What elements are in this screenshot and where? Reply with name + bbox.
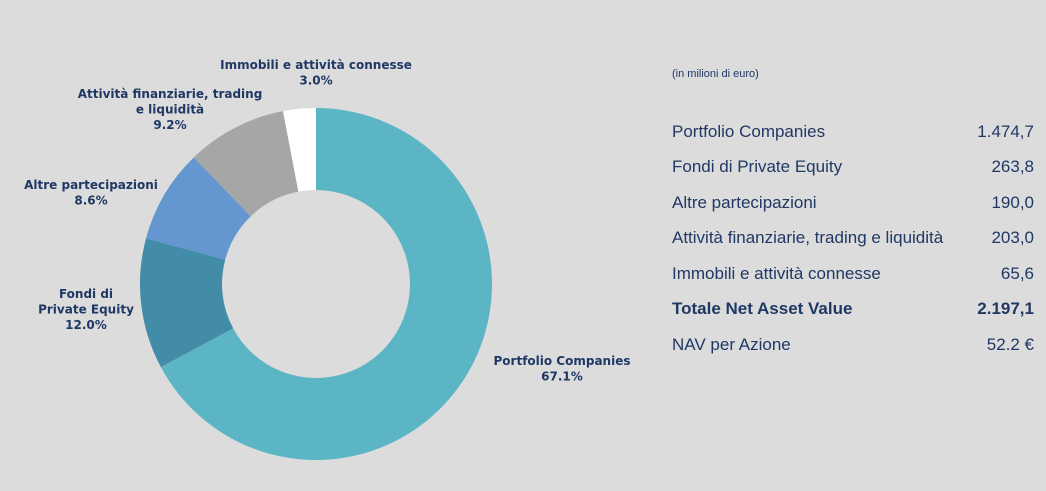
slice-percent: 3.0%: [299, 74, 332, 88]
row-label: Altre partecipazioni: [672, 192, 817, 212]
nav-value: 52.2 €: [986, 334, 1034, 354]
table-row: Fondi di Private Equity 263,8: [672, 150, 1034, 186]
slice-name: Portfolio Companies: [494, 354, 631, 368]
slice-percent: 67.1%: [541, 370, 583, 384]
total-value: 2.197,1: [977, 299, 1034, 319]
row-label: Fondi di Private Equity: [672, 157, 843, 177]
total-row: Totale Net Asset Value 2.197,1: [672, 292, 1034, 328]
donut-slice: [139, 238, 234, 368]
table-row: Portfolio Companies 1.474,7: [672, 114, 1034, 150]
donut-slice: [146, 157, 251, 260]
row-value: 203,0: [991, 228, 1034, 248]
slice-label: Attività finanziarie, trading e liquidità…: [78, 87, 263, 132]
slice-name: Altre partecipazioni: [24, 178, 158, 192]
donut-slice: [193, 111, 299, 217]
nav-per-share-row: NAV per Azione 52.2 €: [672, 327, 1034, 363]
nav-label: NAV per Azione: [672, 334, 791, 354]
row-label: Attività finanziarie, trading e liquidit…: [672, 228, 944, 248]
table-row: Immobili e attività connesse 65,6: [672, 256, 1034, 292]
row-value: 65,6: [1000, 263, 1034, 283]
slice-name: Attività finanziarie, trading: [78, 87, 263, 101]
donut-chart: Portfolio Companies 67.1% Fondi di Private …: [24, 58, 631, 460]
table-row: Attività finanziarie, trading e liquidit…: [672, 221, 1034, 257]
slice-percent: 8.6%: [74, 194, 107, 208]
donut-slice: [282, 108, 316, 192]
slice-name: Fondi di: [59, 287, 113, 301]
units-note: (in milioni di euro): [672, 68, 759, 80]
table-row: Altre partecipazioni 190,0: [672, 185, 1034, 221]
total-label: Totale Net Asset Value: [672, 299, 853, 319]
slice-label: Altre partecipazioni 8.6%: [24, 178, 158, 208]
slice-name: Immobili e attività connesse: [220, 58, 412, 72]
slice-name: e liquidità: [136, 103, 204, 117]
row-value: 263,8: [991, 157, 1034, 177]
row-value: 1.474,7: [977, 121, 1034, 141]
slice-percent: 9.2%: [153, 118, 186, 132]
donut-slice: [160, 108, 492, 460]
nav-table: Portfolio Companies 1.474,7 Fondi di Pri…: [672, 114, 1034, 363]
row-value: 190,0: [991, 192, 1034, 212]
slice-label: Immobili e attività connesse 3.0%: [220, 58, 412, 88]
slice-percent: 12.0%: [65, 318, 107, 332]
slice-label: Fondi di Private Equity 12.0%: [38, 287, 134, 332]
slice-name: Private Equity: [38, 303, 134, 317]
slice-label: Portfolio Companies 67.1%: [494, 354, 631, 384]
row-label: Portfolio Companies: [672, 121, 826, 141]
row-label: Immobili e attività connesse: [672, 263, 881, 283]
